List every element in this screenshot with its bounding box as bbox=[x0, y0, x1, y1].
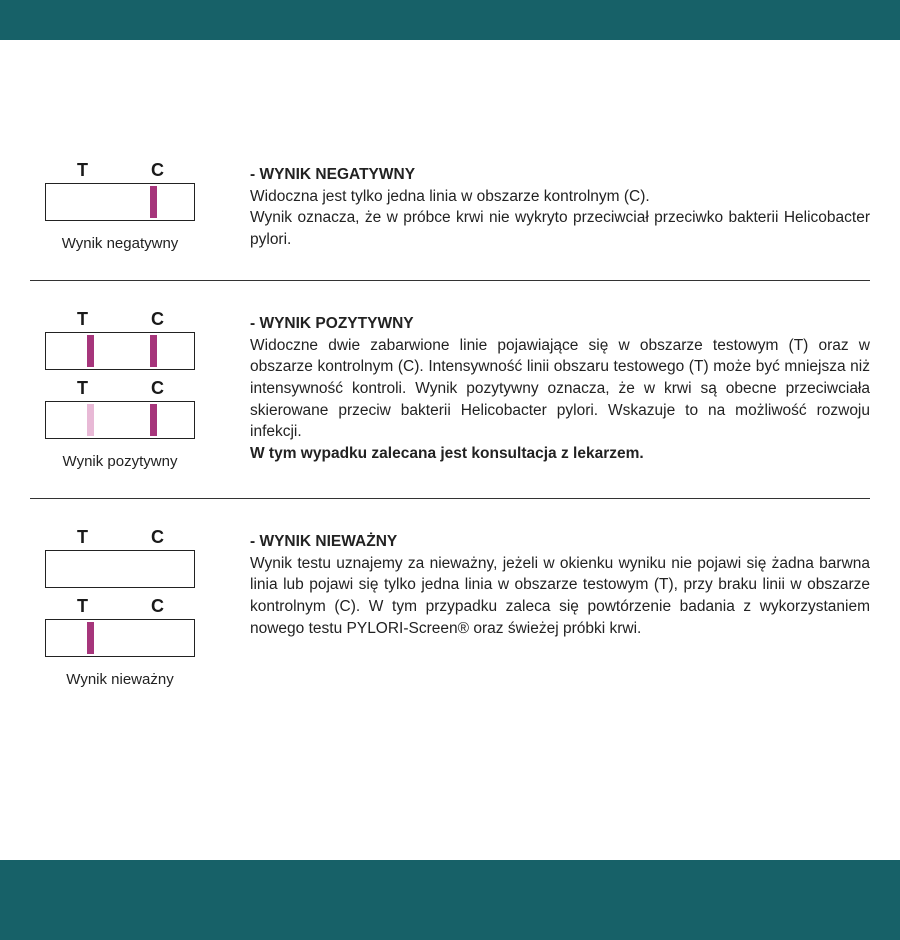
c-label: C bbox=[120, 596, 195, 617]
strip-block: T C bbox=[45, 596, 195, 657]
section-positive: T C T C Wynik pozytywny - WYNIK POZYTYWN… bbox=[30, 289, 870, 490]
description-positive: - WYNIK POZYTYWNY Widoczne dwie zabarwio… bbox=[250, 309, 870, 465]
test-strip bbox=[45, 619, 195, 657]
description-negative: - WYNIK NEGATYWNY Widoczna jest tylko je… bbox=[250, 160, 870, 251]
strip-block: T C bbox=[45, 527, 195, 588]
test-strip bbox=[45, 401, 195, 439]
test-strip bbox=[45, 332, 195, 370]
desc-body: Wynik testu uznajemy za nieważny, jeżeli… bbox=[250, 555, 870, 637]
document-page: T C Wynik negatywny - WYNIK NEGATYWNY Wi… bbox=[0, 40, 900, 860]
divider bbox=[30, 498, 870, 499]
divider bbox=[30, 280, 870, 281]
desc-body: Widoczna jest tylko jedna linia w obszar… bbox=[250, 188, 870, 248]
c-label: C bbox=[120, 160, 195, 181]
strip-block: T C bbox=[45, 160, 195, 221]
test-strip bbox=[45, 183, 195, 221]
desc-bold-tail: W tym wypadku zalecana jest konsultacja … bbox=[250, 445, 644, 462]
strip-caption: Wynik nieważny bbox=[66, 671, 173, 688]
strip-block: T C bbox=[45, 309, 195, 370]
t-label: T bbox=[45, 160, 120, 181]
tc-labels: T C bbox=[45, 596, 195, 617]
desc-heading: - WYNIK NIEWAŻNY bbox=[250, 533, 397, 550]
t-label: T bbox=[45, 527, 120, 548]
c-label: C bbox=[120, 309, 195, 330]
strip-column-positive: T C T C Wynik pozytywny bbox=[30, 309, 210, 470]
t-label: T bbox=[45, 378, 120, 399]
tc-labels: T C bbox=[45, 309, 195, 330]
desc-heading: - WYNIK POZYTYWNY bbox=[250, 315, 414, 332]
c-line bbox=[150, 186, 157, 218]
section-invalid: T C T C Wynik nieważny - WYNIK NIEWAŻNY … bbox=[30, 507, 870, 708]
c-label: C bbox=[120, 527, 195, 548]
desc-body: Widoczne dwie zabarwione linie pojawiają… bbox=[250, 337, 870, 441]
tc-labels: T C bbox=[45, 378, 195, 399]
test-strip bbox=[45, 550, 195, 588]
t-label: T bbox=[45, 596, 120, 617]
strip-caption: Wynik negatywny bbox=[62, 235, 179, 252]
c-line bbox=[150, 335, 157, 367]
strip-caption: Wynik pozytywny bbox=[63, 453, 178, 470]
section-negative: T C Wynik negatywny - WYNIK NEGATYWNY Wi… bbox=[30, 140, 870, 272]
tc-labels: T C bbox=[45, 160, 195, 181]
description-invalid: - WYNIK NIEWAŻNY Wynik testu uznajemy za… bbox=[250, 527, 870, 639]
t-line bbox=[87, 404, 94, 436]
c-line bbox=[150, 404, 157, 436]
t-line bbox=[87, 335, 94, 367]
t-line bbox=[87, 622, 94, 654]
tc-labels: T C bbox=[45, 527, 195, 548]
desc-heading: - WYNIK NEGATYWNY bbox=[250, 166, 415, 183]
t-label: T bbox=[45, 309, 120, 330]
c-label: C bbox=[120, 378, 195, 399]
strip-block: T C bbox=[45, 378, 195, 439]
strip-column-invalid: T C T C Wynik nieważny bbox=[30, 527, 210, 688]
strip-column-negative: T C Wynik negatywny bbox=[30, 160, 210, 252]
